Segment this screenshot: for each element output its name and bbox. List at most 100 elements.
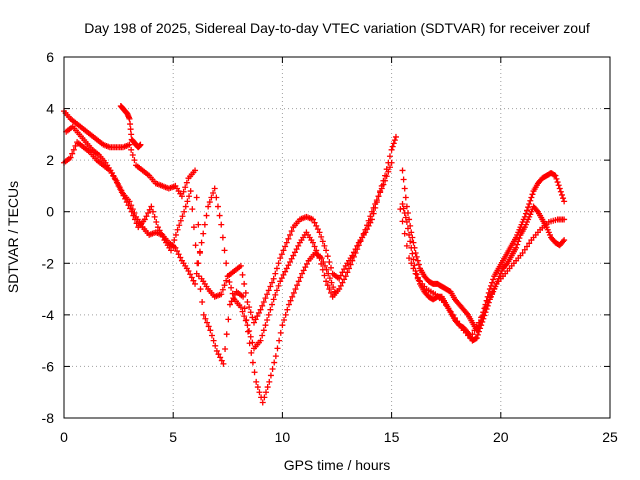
x-tick-label: 20 (493, 429, 509, 445)
data-point (443, 302, 450, 309)
data-point (200, 230, 207, 237)
data-point (285, 262, 292, 269)
data-point (156, 227, 163, 234)
data-point (273, 265, 280, 272)
y-tick-labels: -8 -6 -4 -2 0 2 4 6 (42, 49, 55, 426)
data-point (490, 276, 497, 283)
data-point (339, 279, 346, 286)
data-point (526, 200, 533, 207)
data-point (189, 206, 196, 213)
data-point (279, 322, 286, 329)
data-point (67, 154, 74, 161)
data-point (120, 192, 127, 199)
data-point (240, 293, 247, 300)
data-point (560, 195, 567, 202)
data-point (280, 247, 287, 254)
data-point (302, 264, 309, 271)
data-point (385, 168, 392, 175)
series-track-g (117, 102, 144, 151)
data-point (514, 241, 521, 248)
data-point (110, 173, 117, 180)
data-point (388, 146, 395, 153)
data-point (159, 233, 166, 240)
data-point (326, 258, 333, 265)
y-tick-label: 4 (46, 101, 54, 117)
data-point (402, 214, 409, 221)
data-point (145, 210, 152, 217)
data-point (239, 271, 246, 278)
data-point (295, 242, 302, 249)
data-point (237, 304, 244, 311)
data-point (213, 347, 220, 354)
y-axis-label: SDTVAR / TECUs (5, 181, 21, 293)
data-point (392, 133, 399, 140)
data-point (137, 141, 144, 148)
data-point (269, 279, 276, 286)
data-point (241, 305, 248, 312)
data-point (175, 251, 182, 258)
data-point (401, 230, 408, 237)
data-point (357, 238, 364, 245)
data-point (228, 284, 235, 291)
data-point (290, 252, 297, 259)
data-point (413, 253, 420, 260)
data-point (410, 265, 417, 272)
data-point (277, 329, 284, 336)
data-point (262, 295, 269, 302)
data-point (389, 143, 396, 150)
data-point (529, 191, 536, 198)
data-point (558, 191, 565, 198)
data-point (354, 246, 361, 253)
data-point (259, 302, 266, 309)
data-point (196, 249, 203, 256)
data-point (109, 170, 116, 177)
y-tick-label: 2 (46, 152, 54, 168)
series-track-b (61, 139, 395, 352)
data-point (516, 235, 523, 242)
y-tick-label: 0 (46, 204, 54, 220)
data-point (321, 262, 328, 269)
data-point (259, 332, 266, 339)
data-point (341, 276, 348, 283)
data-point (525, 204, 532, 211)
data-point (249, 359, 256, 366)
data-point (247, 333, 254, 340)
data-point (275, 260, 282, 267)
data-point (131, 216, 138, 223)
data-point (182, 184, 189, 191)
data-point (314, 226, 321, 233)
data-point (318, 255, 325, 262)
data-point (211, 185, 218, 192)
data-point (524, 207, 531, 214)
data-point (239, 308, 246, 315)
data-point (377, 189, 384, 196)
data-point (399, 200, 406, 207)
data-point (344, 269, 351, 276)
data-point (368, 216, 375, 223)
data-point (187, 271, 194, 278)
data-point (359, 234, 366, 241)
data-point (297, 274, 304, 281)
data-point (401, 210, 408, 217)
data-point (370, 204, 377, 211)
data-point (201, 221, 208, 228)
data-point (327, 264, 334, 271)
data-point (245, 328, 252, 335)
data-point (364, 222, 371, 229)
data-point (243, 317, 250, 324)
data-point (289, 293, 296, 300)
data-point (151, 213, 158, 220)
data-point (270, 296, 277, 303)
data-point (473, 335, 480, 342)
data-point (128, 146, 135, 153)
data-point (291, 249, 298, 256)
data-point (414, 257, 421, 264)
data-point (186, 193, 193, 200)
data-point (195, 273, 202, 280)
data-point (177, 217, 184, 224)
data-point (478, 314, 485, 321)
data-point (477, 325, 484, 332)
data-point (226, 278, 233, 285)
data-point (403, 203, 410, 210)
data-point (221, 282, 228, 289)
